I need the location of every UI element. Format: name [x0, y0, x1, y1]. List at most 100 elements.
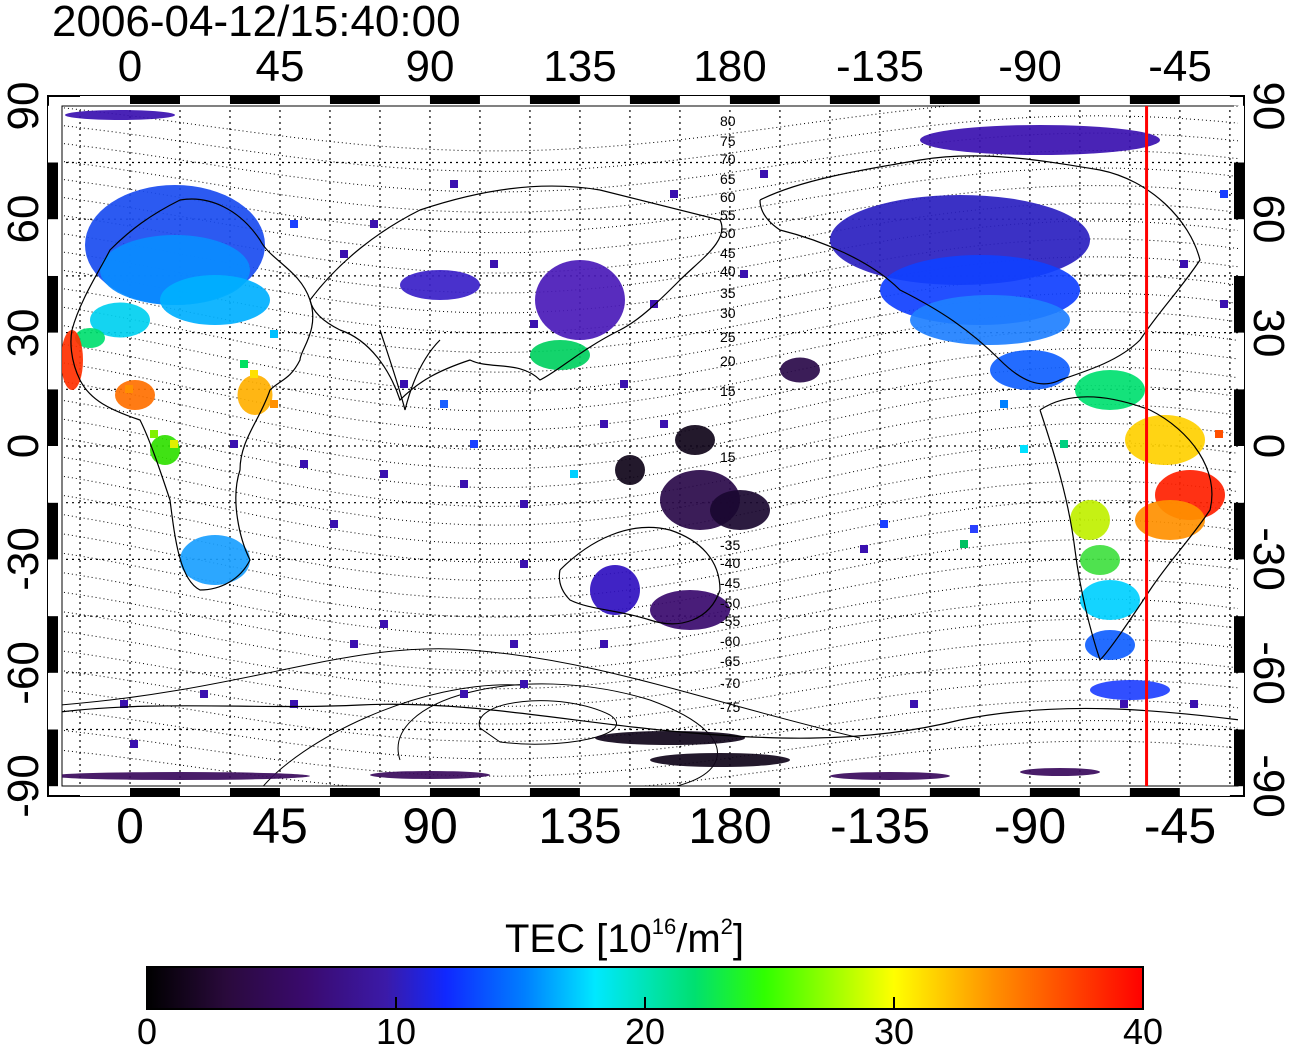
tec-cell [970, 525, 978, 533]
coastline-segment [759, 155, 1201, 385]
tec-patch [1075, 370, 1145, 410]
contour-label: 45 [720, 245, 736, 261]
tec-cell [620, 380, 628, 388]
tec-patch [370, 771, 490, 779]
tec-patch [115, 380, 155, 410]
top-tick-label: 45 [255, 42, 305, 91]
tec-patch [830, 772, 950, 780]
tec-cell [125, 385, 133, 393]
tec-cell [370, 220, 378, 228]
left-tick-label: 30 [0, 308, 48, 358]
tec-cell [300, 460, 308, 468]
right-tick-label: -30 [1244, 527, 1292, 591]
bottom-tick-label: -45 [1143, 798, 1217, 854]
tec-cell [450, 180, 458, 188]
tec-patch [150, 435, 180, 465]
tec-patch [650, 590, 730, 630]
coastline-segment [379, 329, 441, 411]
contour-label: 40 [720, 263, 736, 279]
tec-cell [130, 740, 138, 748]
tec-cell [1220, 300, 1228, 308]
tec-cell [250, 370, 258, 378]
tec-cell [120, 700, 128, 708]
contour-label: 25 [720, 329, 736, 345]
tec-patch [1070, 500, 1110, 540]
top-tick-label: -135 [835, 42, 925, 91]
tec-cell [460, 690, 468, 698]
contour-line [62, 480, 1238, 563]
contour-labels: 80 75 70 65 60 55 50 45 40 35 30 25 20 15 15 -35 -40 -45 -… [720, 113, 740, 715]
coastline-segment [62, 703, 1238, 739]
left-tick-label: 0 [0, 433, 48, 459]
contour-line [62, 202, 1238, 274]
tec-cell [1180, 260, 1188, 268]
right-tick-label: 60 [1244, 194, 1292, 244]
tec-cell [350, 640, 358, 648]
contour-line [62, 441, 1238, 526]
tec-patch [1090, 680, 1170, 700]
tec-cell [860, 545, 868, 553]
tec-cell [270, 400, 278, 408]
tec-cell [170, 440, 178, 448]
contour-label: -40 [720, 555, 740, 571]
tec-patch [160, 275, 270, 325]
contour-label: 75 [720, 133, 736, 149]
contour-label: 60 [720, 189, 736, 205]
tec-cell [380, 470, 388, 478]
tec-cell [880, 520, 888, 528]
contour-label: -65 [720, 653, 740, 669]
tec-patch [615, 455, 645, 485]
tec-cell [960, 540, 968, 548]
right-tick-label: 90 [1244, 81, 1292, 131]
tec-patch [780, 357, 820, 383]
contour-line [62, 403, 1238, 489]
tec-cell [520, 500, 528, 508]
tec-patch [1125, 415, 1205, 465]
tec-cell [660, 420, 668, 428]
tec-cell [1190, 700, 1198, 708]
coastline-segment [70, 198, 314, 591]
tec-patch [237, 375, 273, 415]
tec-patch [675, 425, 715, 455]
bottom-tick-label: 90 [402, 798, 458, 854]
tec-cell [440, 400, 448, 408]
tec-cell [380, 620, 388, 628]
colorbar-tick-label: 30 [873, 1011, 915, 1052]
bottom-tick-label: 45 [252, 798, 308, 854]
tec-cell [670, 190, 678, 198]
tec-cell [1215, 430, 1223, 438]
tec-cell [1220, 190, 1228, 198]
bottom-tick-label: -135 [829, 798, 931, 854]
tec-patch [90, 302, 150, 338]
top-tick-label: 90 [405, 42, 455, 91]
right-tick-label: -60 [1244, 641, 1292, 705]
tec-cell [520, 560, 528, 568]
tec-cell [910, 700, 918, 708]
tec-patch [75, 328, 105, 348]
tec-cell [1060, 440, 1068, 448]
contour-label: 30 [720, 305, 736, 321]
tec-cell [600, 420, 608, 428]
tec-cell [490, 260, 498, 268]
tec-cell [290, 220, 298, 228]
left-tick-label: 60 [0, 194, 48, 244]
right-tick-label: -90 [1244, 754, 1292, 818]
map-timestamp-title: 2006-04-12/15:40:00 [52, 0, 461, 46]
top-tick-label: -45 [1148, 42, 1212, 91]
tec-data-patches [62, 110, 1228, 780]
tec-cell [740, 270, 748, 278]
tec-cell [520, 680, 528, 688]
colorbar-tick-label: 20 [624, 1011, 666, 1052]
tec-cell [760, 170, 768, 178]
tec-cell [1020, 445, 1028, 453]
coastline-segment [1039, 396, 1213, 662]
tec-patch [710, 490, 770, 530]
tec-patch [400, 270, 480, 300]
top-tick-label: 180 [693, 42, 767, 91]
contour-label: 55 [720, 207, 736, 223]
contour-label: -60 [720, 633, 740, 649]
bottom-tick-label: 180 [688, 798, 772, 854]
left-tick-label: 90 [0, 81, 48, 131]
tec-patch [920, 125, 1160, 155]
